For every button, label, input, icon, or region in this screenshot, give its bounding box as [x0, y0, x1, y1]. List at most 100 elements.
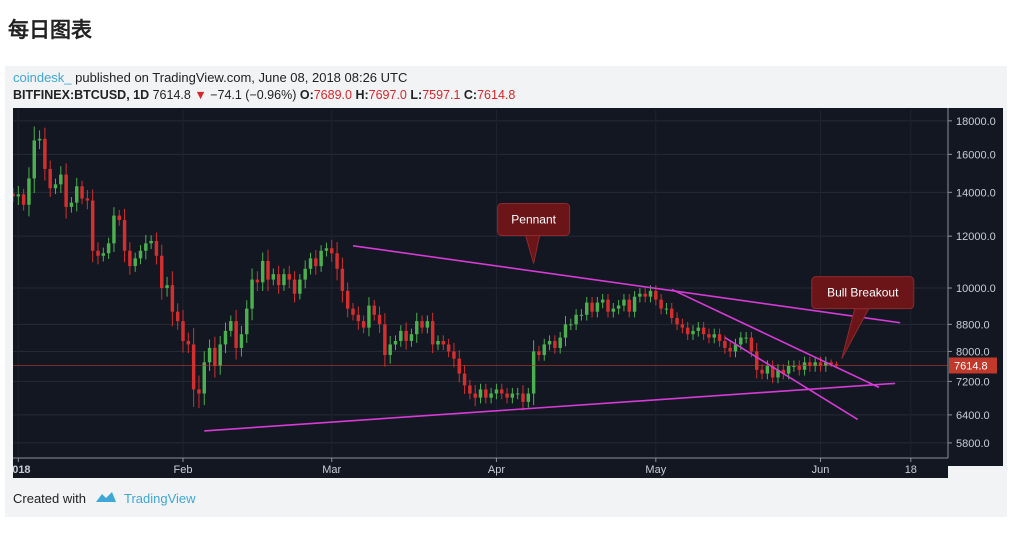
candle-body — [632, 296, 637, 312]
price-tick-label: 18000.0 — [956, 116, 996, 128]
publish-text: published on TradingView.com, June 08, 2… — [75, 70, 408, 85]
candle-body — [399, 330, 403, 341]
candle-body — [122, 220, 127, 251]
high-label: H: — [355, 88, 369, 102]
candle-body — [521, 393, 525, 402]
publish-info: coindesk_ published on TradingView.com, … — [13, 70, 407, 85]
tradingview-link[interactable]: TradingView — [123, 491, 196, 506]
candle-body — [670, 308, 674, 318]
symbol-label: BITFINEX:BTCUSD, 1D — [13, 88, 150, 102]
time-tick-label: Mar — [322, 464, 341, 476]
candle-body — [393, 340, 398, 345]
candle-body — [138, 250, 143, 259]
candle-body — [622, 299, 626, 306]
price-axis-background — [948, 108, 1003, 466]
candle-body — [691, 330, 695, 335]
candle-body — [579, 314, 584, 316]
candle-body — [680, 324, 685, 328]
candle-body — [298, 279, 302, 294]
chart-area[interactable]: Pennant Bull Breakout 18000.0 16000.0 14000… — [6, 108, 1003, 483]
candle-body — [717, 334, 722, 341]
price-tick-label: 8000.0 — [956, 346, 990, 358]
grid — [13, 110, 948, 458]
candle-body — [287, 274, 291, 280]
candle-body — [685, 327, 690, 335]
candle-body — [526, 393, 531, 402]
candle-body — [319, 250, 323, 267]
candle-body — [606, 299, 610, 312]
callout-box — [497, 202, 571, 236]
candle-body — [553, 340, 557, 348]
candle-body — [128, 250, 132, 267]
price-tick-label: 6400.0 — [956, 410, 990, 422]
candle-body — [484, 389, 488, 398]
candle-body — [37, 138, 42, 141]
candle-body — [531, 351, 536, 394]
candle-body — [420, 321, 424, 328]
candle-body — [802, 362, 807, 370]
price-change: −74.1 (−0.96%) — [210, 88, 297, 102]
price-tick-label: 5800.0 — [956, 438, 990, 450]
candle-body — [21, 194, 26, 205]
candle-body — [335, 253, 339, 269]
candle-body — [69, 202, 74, 207]
candle-body — [255, 279, 260, 283]
candle-body — [430, 321, 435, 345]
candle-body — [383, 324, 387, 356]
candle-body — [96, 250, 100, 256]
candle-body — [739, 337, 743, 345]
page-title: 每日图表 — [8, 18, 92, 42]
candle-body — [770, 366, 775, 378]
candle-body — [361, 321, 366, 328]
price-tick-label: 14000.0 — [956, 187, 996, 199]
candle-body — [500, 389, 504, 394]
candle-body — [441, 340, 446, 345]
close-value: 7614.8 — [477, 88, 516, 102]
open-value: 7689.0 — [313, 88, 352, 102]
candle-body — [388, 344, 392, 356]
candle-body — [776, 369, 780, 378]
candle-body — [547, 340, 552, 345]
candle-body — [813, 362, 817, 367]
candle-body — [515, 393, 520, 395]
plot-background — [13, 108, 948, 466]
candle-body — [489, 393, 493, 398]
candle-body — [595, 302, 600, 312]
candle-body — [27, 178, 31, 205]
candle-body — [542, 344, 546, 356]
trendline — [671, 288, 880, 389]
tradingview-logo-icon — [94, 490, 118, 507]
candle-body — [165, 285, 169, 288]
candle-body — [446, 344, 451, 352]
candle-body — [696, 327, 701, 331]
candle-body — [829, 362, 833, 365]
candle-body — [707, 334, 711, 338]
callout: Pennant — [497, 202, 571, 264]
price-tick-label: 7200.0 — [956, 376, 990, 388]
candle-body — [659, 299, 663, 309]
price-tick-label: 10000.0 — [956, 283, 996, 295]
last-price-label: 7614.8 — [954, 360, 988, 372]
candle-body — [627, 299, 631, 312]
callout-label: Pennant — [511, 212, 556, 226]
down-arrow-icon: ▼ — [194, 88, 207, 102]
candle-body — [478, 389, 483, 398]
candle-body — [760, 369, 764, 374]
price-axis[interactable]: 18000.0 16000.0 14000.0 12000.0 10000.0 8800.… — [947, 108, 997, 458]
candle-body — [112, 215, 116, 244]
candle-body — [792, 366, 796, 368]
candle-body — [415, 321, 419, 335]
candle-body — [824, 362, 828, 367]
candle-body — [282, 274, 286, 286]
candle-body — [558, 337, 562, 348]
created-with-text: Created with — [13, 491, 86, 506]
candle-body — [356, 314, 361, 322]
candle-body — [755, 351, 759, 370]
price-chart[interactable]: Pennant Bull Breakout 18000.0 16000.0 14000… — [6, 108, 1003, 478]
time-tick-label: Feb — [174, 464, 193, 476]
price-tick-label: 12000.0 — [956, 231, 996, 243]
author-link[interactable]: coindesk_ — [13, 70, 72, 85]
candle-body — [11, 193, 15, 197]
candle-body — [728, 347, 732, 352]
time-axis[interactable]: 2018 Feb Mar Apr May Jun 18 — [6, 457, 948, 476]
